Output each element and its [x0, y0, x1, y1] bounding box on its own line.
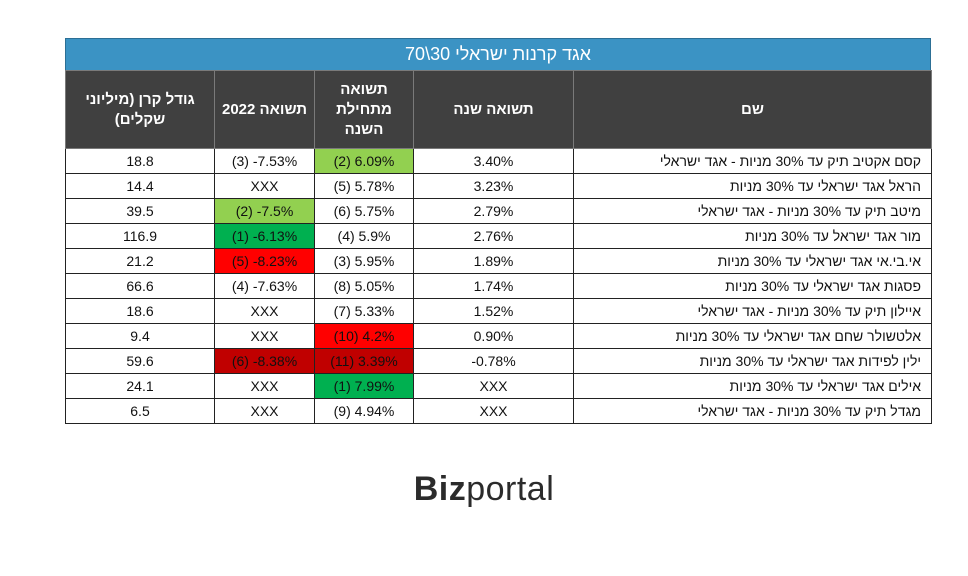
cell-year-return: XXX	[413, 398, 574, 424]
cell-2022-return: (5) -8.23%	[214, 248, 315, 274]
table-row: אי.בי.אי אגד ישראלי עד 30% מניות 1.89% (3)…	[65, 248, 932, 274]
cell-fund-size: 18.8	[65, 148, 215, 174]
cell-year-return: 3.40%	[413, 148, 574, 174]
cell-fund-name: קסם אקטיב תיק עד 30% מניות - אגד ישראלי	[573, 148, 932, 174]
table-row: ילין לפידות אגד ישראלי עד 30% מניות -0.78…	[65, 348, 932, 374]
logo-portal: portal	[466, 470, 555, 508]
cell-ytd-return: (5) 5.78%	[314, 173, 414, 199]
cell-fund-name: פסגות אגד ישראלי עד 30% מניות	[573, 273, 932, 299]
cell-fund-name: ילין לפידות אגד ישראלי עד 30% מניות	[573, 348, 932, 374]
cell-fund-name: מור אגד ישראל עד 30% מניות	[573, 223, 932, 249]
table-row: אילים אגד ישראלי עד 30% מניות XXX (1) 7.99…	[65, 373, 932, 399]
cell-fund-size: 39.5	[65, 198, 215, 224]
fund-returns-table: שם תשואה שנה תשואה מתחילת השנה תשואה 202…	[65, 70, 932, 424]
cell-ytd-return: (11) 3.39%	[314, 348, 414, 374]
cell-2022-return: XXX	[214, 173, 315, 199]
table-row: פסגות אגד ישראלי עד 30% מניות 1.74% (8) 5.…	[65, 273, 932, 299]
cell-2022-return: XXX	[214, 323, 315, 349]
cell-fund-name: אלטשולר שחם אגד ישראלי עד 30% מניות	[573, 323, 932, 349]
cell-year-return: 1.74%	[413, 273, 574, 299]
table-row: מגדל תיק עד 30% מניות - אגד ישראלי XXX (9)…	[65, 398, 932, 424]
column-header-fund-size: גודל קרן (מיליוני שקלים)	[65, 70, 215, 149]
column-header-2022-return: תשואה 2022	[214, 70, 315, 149]
column-header-ytd-return: תשואה מתחילת השנה	[314, 70, 414, 149]
table-body: קסם אקטיב תיק עד 30% מניות - אגד ישראלי 3…	[65, 148, 932, 424]
cell-fund-name: אי.בי.אי אגד ישראלי עד 30% מניות	[573, 248, 932, 274]
cell-fund-name: אילים אגד ישראלי עד 30% מניות	[573, 373, 932, 399]
cell-ytd-return: (2) 6.09%	[314, 148, 414, 174]
cell-fund-size: 24.1	[65, 373, 215, 399]
cell-fund-size: 9.4	[65, 323, 215, 349]
cell-ytd-return: (9) 4.94%	[314, 398, 414, 424]
cell-ytd-return: (6) 5.75%	[314, 198, 414, 224]
cell-year-return: 0.90%	[413, 323, 574, 349]
cell-fund-name: מגדל תיק עד 30% מניות - אגד ישראלי	[573, 398, 932, 424]
cell-fund-size: 18.6	[65, 298, 215, 324]
cell-2022-return: (2) -7.5%	[214, 198, 315, 224]
cell-ytd-return: (1) 7.99%	[314, 373, 414, 399]
cell-2022-return: XXX	[214, 298, 315, 324]
cell-year-return: -0.78%	[413, 348, 574, 374]
cell-year-return: 2.79%	[413, 198, 574, 224]
cell-year-return: 1.52%	[413, 298, 574, 324]
cell-year-return: 1.89%	[413, 248, 574, 274]
cell-fund-name: מיטב תיק עד 30% מניות - אגד ישראלי	[573, 198, 932, 224]
cell-fund-name: הראל אגד ישראלי עד 30% מניות	[573, 173, 932, 199]
cell-2022-return: (3) -7.53%	[214, 148, 315, 174]
cell-ytd-return: (10) 4.2%	[314, 323, 414, 349]
fund-table-container: אגד קרנות ישראלי 30\70 שם תשואה שנה תשוא…	[65, 38, 932, 424]
table-title: אגד קרנות ישראלי 30\70	[65, 38, 931, 70]
cell-fund-size: 116.9	[65, 223, 215, 249]
column-header-name: שם	[573, 70, 932, 149]
bizportal-logo: Bizportal	[0, 470, 968, 509]
cell-fund-size: 6.5	[65, 398, 215, 424]
cell-2022-return: XXX	[214, 398, 315, 424]
table-row: הראל אגד ישראלי עד 30% מניות 3.23% (5) 5.7…	[65, 173, 932, 199]
cell-2022-return: (4) -7.63%	[214, 273, 315, 299]
table-row: קסם אקטיב תיק עד 30% מניות - אגד ישראלי 3…	[65, 148, 932, 174]
column-header-year-return: תשואה שנה	[413, 70, 574, 149]
cell-fund-size: 66.6	[65, 273, 215, 299]
cell-fund-size: 14.4	[65, 173, 215, 199]
cell-2022-return: XXX	[214, 373, 315, 399]
table-row: אלטשולר שחם אגד ישראלי עד 30% מניות 0.90%…	[65, 323, 932, 349]
table-row: מור אגד ישראל עד 30% מניות 2.76% (4) 5.9%(…	[65, 223, 932, 249]
cell-2022-return: (1) -6.13%	[214, 223, 315, 249]
logo-biz: Biz	[413, 470, 467, 508]
table-row: מיטב תיק עד 30% מניות - אגד ישראלי 2.79%(…	[65, 198, 932, 224]
cell-2022-return: (6) -8.38%	[214, 348, 315, 374]
cell-fund-name: איילון תיק עד 30% מניות - אגד ישראלי	[573, 298, 932, 324]
table-row: איילון תיק עד 30% מניות - אגד ישראלי 1.52…	[65, 298, 932, 324]
cell-ytd-return: (4) 5.9%	[314, 223, 414, 249]
cell-ytd-return: (3) 5.95%	[314, 248, 414, 274]
cell-year-return: XXX	[413, 373, 574, 399]
cell-fund-size: 21.2	[65, 248, 215, 274]
header-row: שם תשואה שנה תשואה מתחילת השנה תשואה 202…	[65, 70, 932, 149]
cell-ytd-return: (7) 5.33%	[314, 298, 414, 324]
cell-year-return: 2.76%	[413, 223, 574, 249]
cell-fund-size: 59.6	[65, 348, 215, 374]
cell-ytd-return: (8) 5.05%	[314, 273, 414, 299]
cell-year-return: 3.23%	[413, 173, 574, 199]
